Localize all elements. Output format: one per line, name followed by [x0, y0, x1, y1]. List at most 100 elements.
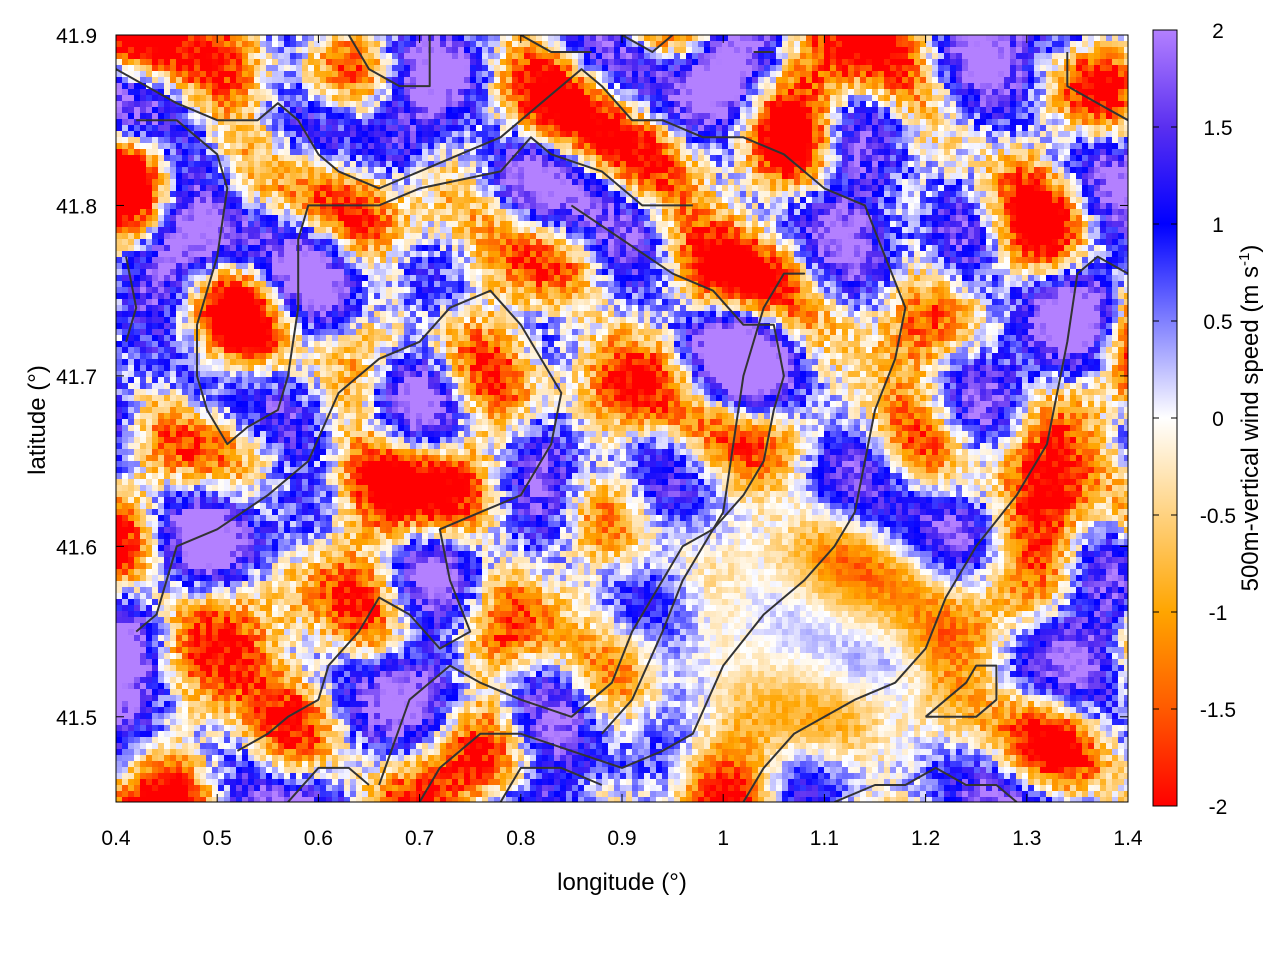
heatmap-cell: [314, 161, 320, 167]
heatmap-cell: [1076, 77, 1082, 83]
heatmap-cell: [608, 47, 614, 53]
heatmap-cell: [572, 41, 578, 47]
heatmap-cell: [446, 167, 452, 173]
heatmap-cell: [668, 173, 674, 179]
heatmap-cell: [230, 113, 236, 119]
heatmap-cell: [170, 191, 176, 197]
heatmap-cell: [434, 71, 440, 77]
heatmap-cell: [116, 35, 122, 41]
heatmap-cell: [704, 185, 710, 191]
heatmap-cell: [428, 107, 434, 113]
heatmap-cell: [566, 89, 572, 95]
heatmap-cell: [338, 107, 344, 113]
heatmap-cell: [278, 77, 284, 83]
heatmap-cell: [224, 83, 230, 89]
heatmap-cell: [926, 101, 932, 107]
heatmap-cell: [674, 71, 680, 77]
heatmap-cell: [986, 101, 992, 107]
heatmap-cell: [344, 137, 350, 143]
heatmap-cell: [704, 47, 710, 53]
heatmap-cell: [416, 149, 422, 155]
heatmap-cell: [224, 161, 230, 167]
heatmap-cell: [218, 191, 224, 197]
heatmap-cell: [254, 41, 260, 47]
heatmap-cell: [476, 47, 482, 53]
heatmap-cell: [1088, 101, 1094, 107]
heatmap-cell: [530, 173, 536, 179]
heatmap-cell: [392, 185, 398, 191]
heatmap-cell: [698, 113, 704, 119]
heatmap-cell: [422, 203, 428, 209]
heatmap-cell: [338, 89, 344, 95]
heatmap-cell: [926, 149, 932, 155]
heatmap-cell: [224, 65, 230, 71]
heatmap-cell: [884, 185, 890, 191]
heatmap-cell: [962, 41, 968, 47]
heatmap-cell: [392, 71, 398, 77]
heatmap-cell: [164, 203, 170, 209]
heatmap-cell: [170, 185, 176, 191]
heatmap-cell: [1070, 173, 1076, 179]
heatmap-cell: [1070, 155, 1076, 161]
heatmap-cell: [1052, 185, 1058, 191]
heatmap-cell: [662, 89, 668, 95]
heatmap-cell: [398, 161, 404, 167]
heatmap-cell: [434, 197, 440, 203]
heatmap-cell: [800, 179, 806, 185]
heatmap-cell: [962, 185, 968, 191]
heatmap-cell: [278, 113, 284, 119]
heatmap-cell: [1022, 203, 1028, 209]
heatmap-cell: [176, 95, 182, 101]
heatmap-cell: [824, 113, 830, 119]
heatmap-cell: [884, 41, 890, 47]
heatmap-cell: [446, 41, 452, 47]
heatmap-cell: [584, 185, 590, 191]
heatmap-cell: [650, 59, 656, 65]
heatmap-cell: [542, 161, 548, 167]
heatmap-cell: [380, 119, 386, 125]
heatmap-cell: [344, 95, 350, 101]
heatmap-cell: [506, 47, 512, 53]
heatmap-cell: [218, 101, 224, 107]
heatmap-cell: [770, 131, 776, 137]
heatmap-cell: [518, 95, 524, 101]
heatmap-cell: [272, 71, 278, 77]
heatmap-cell: [626, 185, 632, 191]
heatmap-cell: [344, 179, 350, 185]
heatmap-cell: [302, 137, 308, 143]
heatmap-cell: [884, 167, 890, 173]
heatmap-cell: [914, 41, 920, 47]
heatmap-cell: [992, 77, 998, 83]
heatmap-cell: [1040, 47, 1046, 53]
heatmap-cell: [968, 173, 974, 179]
heatmap-cell: [242, 83, 248, 89]
heatmap-cell: [824, 47, 830, 53]
heatmap-cell: [770, 179, 776, 185]
heatmap-cell: [698, 179, 704, 185]
heatmap-cell: [638, 77, 644, 83]
heatmap-cell: [230, 191, 236, 197]
heatmap-cell: [176, 53, 182, 59]
heatmap-cell: [338, 155, 344, 161]
heatmap-cell: [794, 95, 800, 101]
heatmap-cell: [398, 125, 404, 131]
heatmap-cell: [224, 101, 230, 107]
heatmap-cell: [482, 161, 488, 167]
heatmap-cell: [1004, 101, 1010, 107]
heatmap-cell: [812, 89, 818, 95]
heatmap-cell: [242, 143, 248, 149]
heatmap-cell: [614, 209, 620, 215]
heatmap-cell: [362, 95, 368, 101]
heatmap-cell: [710, 107, 716, 113]
heatmap-cell: [980, 71, 986, 77]
heatmap-cell: [728, 125, 734, 131]
heatmap-cell: [1094, 113, 1100, 119]
heatmap-cell: [866, 125, 872, 131]
heatmap-cell: [542, 167, 548, 173]
heatmap-cell: [290, 119, 296, 125]
heatmap-cell: [866, 179, 872, 185]
heatmap-cell: [896, 203, 902, 209]
heatmap-cell: [350, 101, 356, 107]
heatmap-cell: [218, 185, 224, 191]
heatmap-cell: [428, 125, 434, 131]
